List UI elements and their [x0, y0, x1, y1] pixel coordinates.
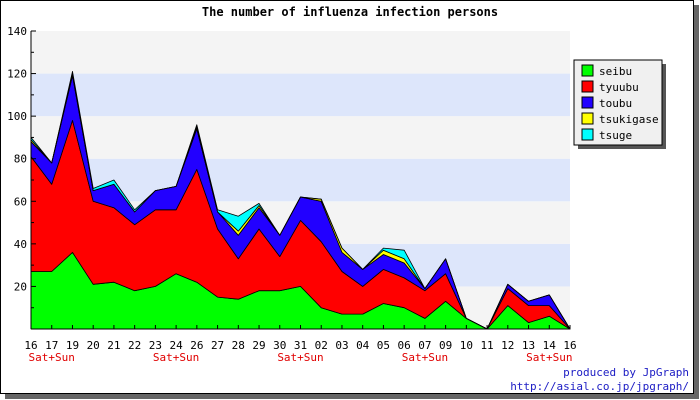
- x-tick-label: 24: [169, 339, 183, 352]
- x-tick-label: 13: [522, 339, 535, 352]
- legend-label-tsukigase: tsukigase: [599, 113, 659, 126]
- x-tick-label: 21: [107, 339, 120, 352]
- x-tick-label: 10: [460, 339, 473, 352]
- x-tick-label: 16: [563, 339, 576, 352]
- x-tick-label: 02: [315, 339, 328, 352]
- weekend-label: Sat+Sun: [277, 351, 323, 364]
- y-tick-label: 80: [14, 153, 27, 166]
- grid-band: [31, 73, 570, 117]
- x-tick-label: 23: [149, 339, 162, 352]
- x-tick-label: 19: [66, 339, 79, 352]
- legend-swatch-tyuubu: [581, 80, 594, 93]
- chart-title: The number of influenza infection person…: [202, 5, 498, 19]
- y-tick-label: 60: [14, 195, 27, 208]
- grid-band: [31, 31, 570, 74]
- legend-swatch-seibu: [581, 64, 594, 77]
- legend-label-tyuubu: tyuubu: [599, 81, 639, 94]
- x-tick-label: 12: [501, 339, 514, 352]
- legend: seibu tyuubu toubu tsukigase tsuge: [573, 59, 666, 149]
- legend-swatch-tsukigase: [581, 112, 594, 125]
- weekend-label: Sat+Sun: [526, 351, 572, 364]
- frame-shadow-bottom: [5, 394, 699, 399]
- x-tick-labels: 16 17 19 20 21 22 23 24 26 27 28 29 30 31 02 03 04 05 06 07…: [24, 339, 576, 364]
- grid-band: [31, 116, 570, 159]
- x-tick-label: 06: [398, 339, 411, 352]
- x-tick-label: 27: [211, 339, 224, 352]
- weekend-label: Sat+Sun: [29, 351, 75, 364]
- x-tick-label: 05: [377, 339, 390, 352]
- frame-shadow-right: [694, 5, 699, 399]
- y-tick-labels: 20 40 60 80 100 120 140: [7, 25, 27, 293]
- x-tick-label: 26: [190, 339, 203, 352]
- x-tick-label: 28: [232, 339, 245, 352]
- x-tick-label: 20: [87, 339, 100, 352]
- y-tick-label: 140: [7, 25, 27, 38]
- x-tick-label: 30: [273, 339, 286, 352]
- series-areas: [30, 71, 571, 330]
- legend-swatch-toubu: [581, 96, 594, 109]
- x-tick-label: 17: [45, 339, 58, 352]
- legend-label-tsuge: tsuge: [599, 129, 632, 142]
- x-tick-label: 04: [356, 339, 370, 352]
- y-tick-label: 40: [14, 238, 27, 251]
- x-tick-label: 16: [24, 339, 37, 352]
- x-tick-label: 22: [128, 339, 141, 352]
- x-tick-label: 14: [543, 339, 557, 352]
- x-tick-label: 29: [252, 339, 265, 352]
- legend-label-seibu: seibu: [599, 65, 632, 78]
- axes: [30, 30, 571, 330]
- x-tick-label: 03: [335, 339, 348, 352]
- weekend-label: Sat+Sun: [402, 351, 448, 364]
- y-tick-label: 120: [7, 68, 27, 81]
- credit-line-1: produced by JpGraph: [563, 366, 689, 379]
- x-tick-label: 31: [294, 339, 307, 352]
- legend-label-toubu: toubu: [599, 97, 632, 110]
- legend-swatch-tsuge: [581, 128, 594, 141]
- credit-line-2: http://asial.co.jp/jpgraph/: [510, 380, 689, 393]
- series-area-tsuge: [30, 71, 571, 330]
- x-tick-label: 11: [480, 339, 493, 352]
- x-tick-label: 07: [418, 339, 431, 352]
- y-tick-label: 100: [7, 110, 27, 123]
- weekend-label: Sat+Sun: [153, 351, 199, 364]
- x-tick-label: 09: [439, 339, 452, 352]
- y-tick-label: 20: [14, 280, 27, 293]
